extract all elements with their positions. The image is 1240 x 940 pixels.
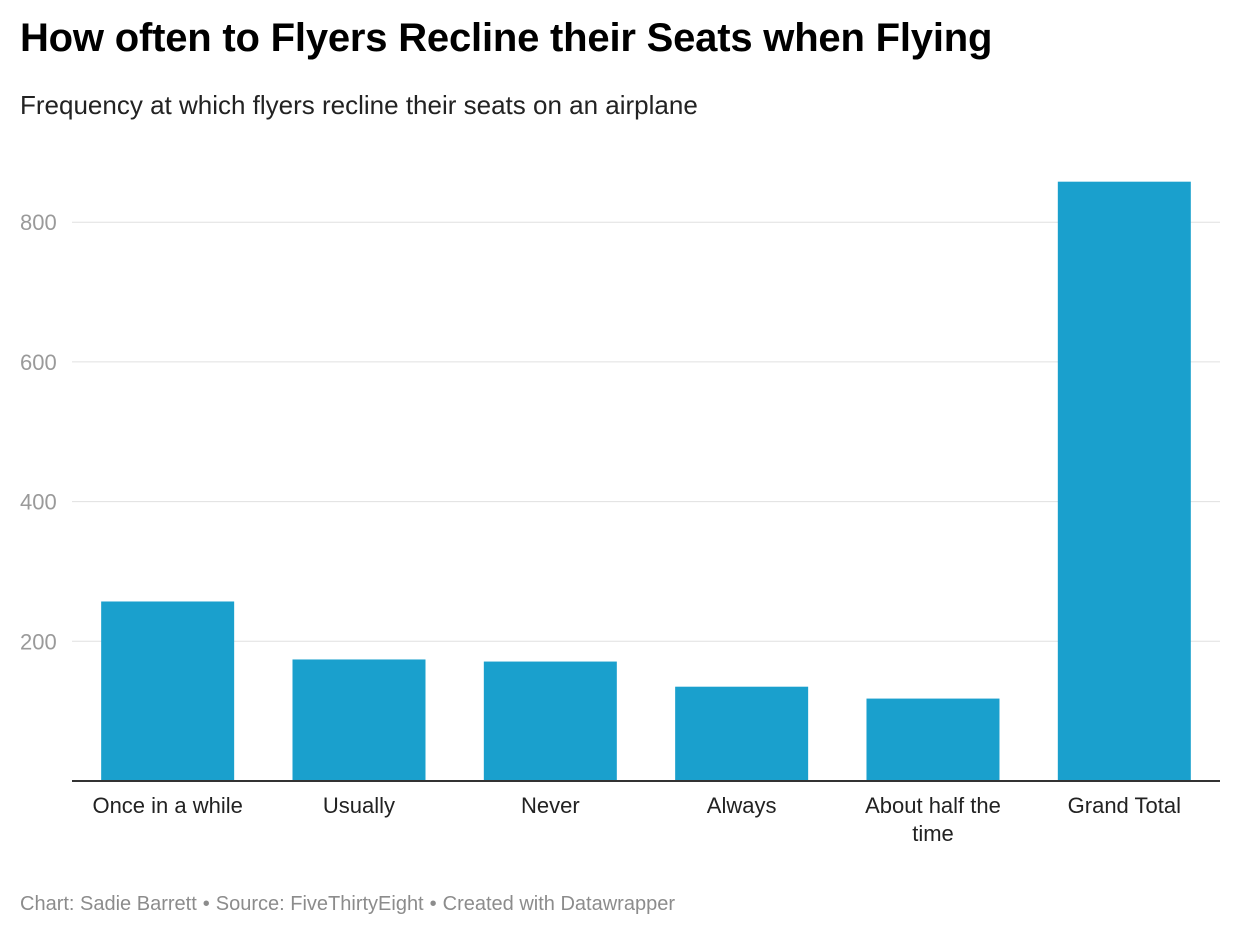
footer-source: Source: FiveThirtyEight (215, 893, 424, 915)
y-tick-label: 600 (20, 350, 57, 375)
x-category-label-line: Usually (323, 793, 395, 818)
footer-separator: • (429, 893, 437, 915)
bar (101, 601, 235, 781)
x-category-label-line: time (912, 821, 954, 846)
x-category-label: About half the time (865, 793, 1001, 846)
bar (866, 698, 1000, 781)
chart-subtitle: Frequency at which flyers recline their … (20, 90, 698, 120)
footer-separator: • (202, 893, 210, 915)
bar (675, 686, 809, 781)
x-axis-labels: Once in a while Usually Never Always About h… (92, 793, 1181, 846)
bar (1057, 181, 1191, 781)
bar (292, 659, 426, 781)
chart-footer: Chart: Sadie Barrett • Source: FiveThirtyE… (20, 893, 675, 916)
x-category-label: Grand Total (1068, 793, 1181, 818)
chart-title: How often to Flyers Recline their Seats … (20, 16, 993, 60)
x-category-label-line: Once in a while (92, 793, 242, 818)
x-category-label-line: Always (707, 793, 777, 818)
y-axis-ticks: 200 400 600 800 (20, 210, 57, 654)
x-category-label-line: About half the (865, 793, 1001, 818)
x-category-label: Once in a while (92, 793, 242, 818)
x-category-label-line: Never (521, 793, 580, 818)
y-tick-label: 400 (20, 490, 57, 515)
x-category-label-line: Grand Total (1068, 793, 1181, 818)
bar (483, 661, 617, 781)
gridlines (72, 221, 1220, 642)
y-tick-label: 200 (20, 629, 57, 654)
x-category-label: Usually (323, 793, 395, 818)
bars (101, 181, 1191, 781)
x-category-label: Never (521, 793, 580, 818)
footer-chart-by: Chart: Sadie Barrett (20, 893, 197, 915)
footer-created-with: Created with Datawrapper (442, 893, 675, 915)
x-category-label: Always (707, 793, 777, 818)
y-tick-label: 800 (20, 210, 57, 235)
